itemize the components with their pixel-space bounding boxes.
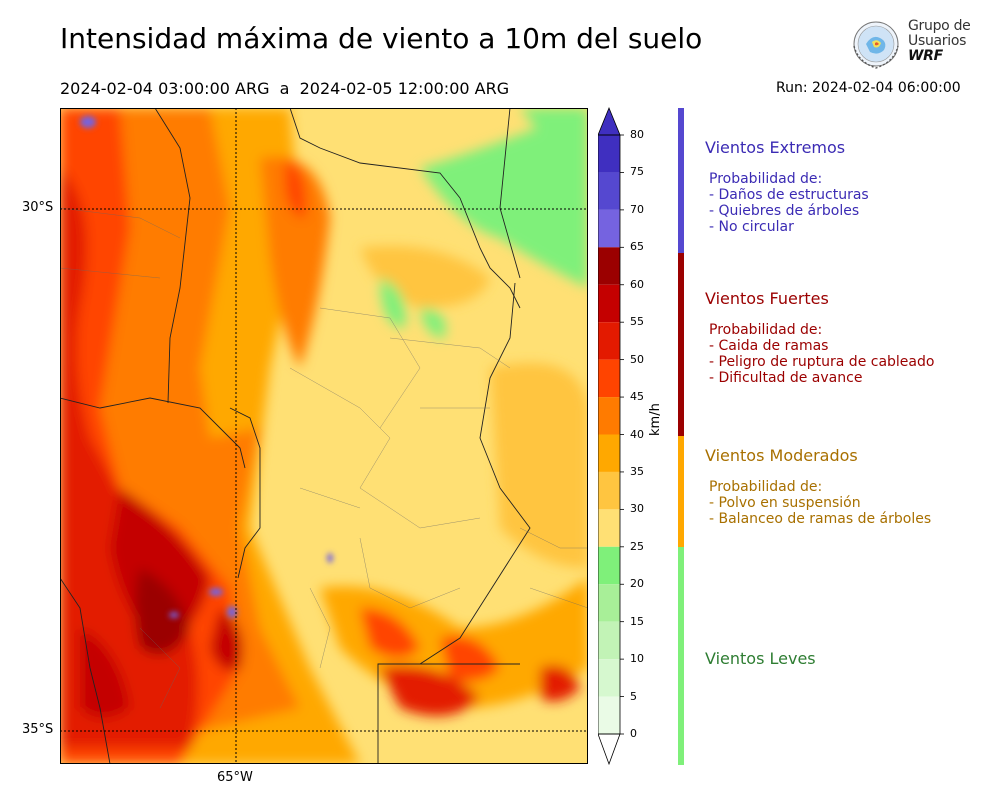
department-boundaries (60, 207, 588, 709)
category-extremos: Vientos Extremos Probabilidad de: - Daño… (705, 138, 869, 235)
colorbar-tick-label: 65 (630, 240, 644, 254)
colorbar-tick-label: 5 (630, 689, 637, 703)
graticule (60, 108, 588, 764)
category-line: - Dificultad de avance (709, 370, 863, 386)
run-time: Run: 2024-02-04 06:00:00 (776, 80, 961, 96)
colorbar-segment-10-15 (598, 621, 620, 660)
colorbar-segment-30-35 (598, 471, 620, 510)
colorbar-segment-55-60 (598, 284, 620, 323)
lon-label-65w: 65°W (217, 770, 253, 785)
category-line: - Polvo en suspensión (709, 495, 861, 511)
colorbar-tick-label: 75 (630, 165, 644, 179)
colorbar-segment-0-5 (598, 696, 620, 734)
category-moderados: Vientos Moderados Probabilidad de: - Pol… (705, 446, 931, 527)
category-line: - Balanceo de ramas de árboles (709, 511, 932, 527)
colorbar-segment-15-20 (598, 584, 620, 622)
band-extremos (678, 108, 684, 253)
wind-map (60, 108, 588, 764)
colorbar-tick-label: 0 (630, 727, 637, 740)
wind-field (60, 108, 588, 764)
category-line: - Peligro de ruptura de cableado (709, 354, 935, 370)
category-line: - Quiebres de árboles (709, 203, 860, 219)
chart-title: Intensidad máxima de viento a 10m del su… (60, 22, 703, 55)
colorbar-tick-label: 20 (630, 577, 644, 591)
colorbar-segment-70-75 (598, 172, 620, 210)
colorbar-tick-label: 25 (630, 539, 644, 553)
category-line: Probabilidad de: (709, 479, 823, 495)
category-line: - No circular (709, 219, 794, 235)
colorbar-tick-label: 35 (630, 464, 644, 478)
category-line: Probabilidad de: (709, 322, 823, 338)
colorbar-tick-label: 80 (630, 128, 644, 141)
colorbar-segment-35-40 (598, 434, 620, 472)
grupo-usuarios-wrf-logo: Grupo de Usuarios WRF (848, 16, 978, 72)
category-fuertes: Vientos Fuertes Probabilidad de: - Caida… (705, 289, 934, 386)
colorbar-segment-20-25 (598, 546, 620, 585)
colorbar-tick-label: 10 (630, 652, 644, 666)
logo-line-1: Grupo de (908, 18, 971, 34)
colorbar (598, 106, 624, 766)
forecast-period: 2024-02-04 03:00:00 ARG a 2024-02-05 12:… (60, 79, 510, 98)
category-title: Vientos Fuertes (705, 289, 829, 308)
logo-line-2: Usuarios (908, 33, 967, 49)
extreme-wind-spots (80, 116, 333, 618)
category-line: Probabilidad de: (709, 171, 823, 187)
category-title: Vientos Leves (705, 649, 816, 668)
colorbar-segment-50-55 (598, 322, 620, 360)
band-moderados (678, 436, 684, 547)
band-leves (678, 547, 684, 765)
colorbar-tick-label: 15 (630, 614, 644, 628)
colorbar-tick-label: 55 (630, 315, 644, 329)
colorbar-segment-75-80 (598, 135, 620, 173)
category-line: - Daños de estructuras (709, 187, 869, 203)
globe-icon (853, 21, 899, 69)
colorbar-segment-40-45 (598, 397, 620, 435)
colorbar-tick-label: 45 (630, 390, 644, 404)
category-leves: Vientos Leves (705, 649, 816, 668)
colorbar-segment-45-50 (598, 359, 620, 398)
colorbar-tick-label: 50 (630, 352, 644, 366)
colorbar-unit: km/h (648, 403, 663, 436)
colorbar-tick-label: 30 (630, 502, 644, 516)
map-frame (60, 108, 588, 764)
colorbar-min-arrow (598, 733, 621, 766)
colorbar-segment-65-70 (598, 209, 620, 248)
category-title: Vientos Extremos (705, 138, 846, 157)
colorbar-segment-5-10 (598, 659, 620, 697)
colorbar-tick-label: 70 (630, 202, 644, 216)
category-line: - Caida de ramas (709, 338, 829, 354)
colorbar-max-arrow (598, 106, 621, 136)
colorbar-segment-60-65 (598, 247, 620, 285)
band-fuertes (678, 253, 684, 436)
lat-label-35s: 35°S (22, 722, 54, 737)
colorbar-segment-25-30 (598, 509, 620, 547)
lat-label-30s: 30°S (22, 200, 54, 215)
colorbar-tick-label: 60 (630, 277, 644, 291)
logo-line-3: WRF (908, 48, 943, 64)
category-title: Vientos Moderados (705, 446, 858, 465)
colorbar-tick-label: 40 (630, 427, 644, 441)
